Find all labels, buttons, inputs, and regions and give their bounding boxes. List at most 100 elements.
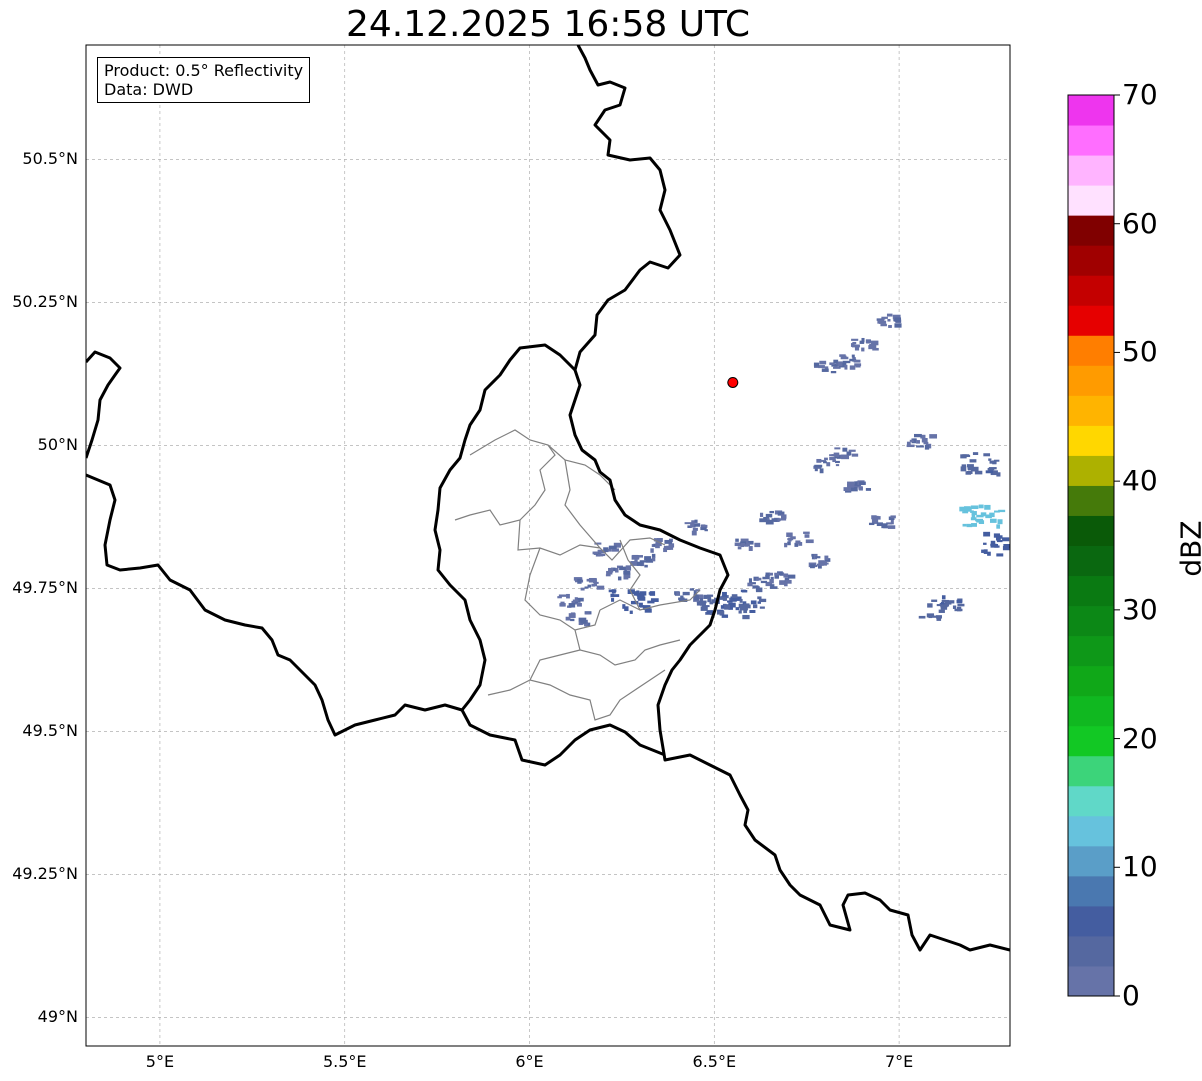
echo-pixel <box>1002 537 1010 542</box>
echo-pixel <box>820 459 827 462</box>
colorbar-segment <box>1068 845 1114 877</box>
echo-pixel <box>653 538 658 542</box>
colorbar-segment <box>1068 275 1114 306</box>
echo-pixel <box>851 338 859 341</box>
echo-pixel <box>611 589 616 594</box>
colorbar-segment <box>1068 815 1114 847</box>
echo-pixel <box>747 582 753 587</box>
echo-pixel <box>694 596 699 601</box>
echo-pixel <box>996 524 1001 529</box>
echo-pixel <box>959 506 965 512</box>
echo-pixel <box>691 520 695 524</box>
echo-pixel <box>970 510 974 513</box>
echo-pixel <box>639 560 647 563</box>
echo-pixel <box>623 575 629 580</box>
echo-pixel <box>765 572 771 577</box>
echo-pixel <box>711 599 717 603</box>
echo-pixel <box>784 577 790 583</box>
echo-cluster <box>959 504 1006 529</box>
echo-pixel <box>849 365 856 370</box>
echo-pixel <box>591 583 596 587</box>
echo-pixel <box>794 542 799 547</box>
echo-pixel <box>967 465 973 471</box>
district-boundary <box>564 459 601 549</box>
echo-pixel <box>777 511 785 516</box>
echo-pixel <box>881 523 888 529</box>
echo-pixel <box>566 593 570 599</box>
echo-pixel <box>695 594 704 600</box>
echo-pixel <box>759 518 768 523</box>
colorbar-tick-label: 70 <box>1122 78 1158 111</box>
echo-pixel <box>651 553 656 558</box>
echo-pixel <box>741 589 748 593</box>
echo-pixel <box>608 545 617 550</box>
echo-pixel <box>690 522 695 528</box>
echo-pixel <box>676 592 680 596</box>
echo-pixel <box>584 586 589 589</box>
echo-pixel <box>843 487 851 492</box>
echo-pixel <box>636 555 643 558</box>
echo-pixel <box>956 606 962 612</box>
echo-pixel <box>947 600 955 604</box>
echo-cluster <box>565 611 592 627</box>
echo-pixel <box>731 594 738 598</box>
echo-pixel <box>577 597 584 602</box>
echo-pixel <box>630 600 639 605</box>
echo-pixel <box>787 538 794 541</box>
echo-pixel <box>970 517 977 521</box>
echo-pixel <box>653 543 657 547</box>
echo-pixel <box>728 602 736 608</box>
echo-pixel <box>743 603 750 606</box>
echo-pixel <box>814 468 818 472</box>
echo-pixel <box>853 484 861 488</box>
graticule <box>86 45 1010 1046</box>
echo-cluster <box>630 553 656 568</box>
colorbar-segment <box>1068 965 1114 997</box>
echo-pixel <box>929 434 938 439</box>
echo-pixel <box>558 594 567 597</box>
colorbar-segment <box>1068 725 1114 757</box>
echo-pixel <box>759 512 764 517</box>
district-boundary <box>599 589 701 611</box>
echo-pixel <box>859 481 866 485</box>
echo-pixel <box>722 597 727 601</box>
echo-pixel <box>784 582 788 587</box>
radar-site-marker <box>727 376 739 388</box>
colorbar-segment <box>1068 455 1114 486</box>
echo-pixel <box>680 595 684 600</box>
echo-pixel <box>892 314 901 320</box>
echo-pixel <box>931 599 938 602</box>
echo-pixel <box>694 519 698 523</box>
echo-pixel <box>757 596 762 600</box>
echo-pixel <box>941 599 949 603</box>
echo-pixel <box>580 587 585 591</box>
echo-pixel <box>765 581 773 587</box>
district-boundary <box>547 444 616 491</box>
echo-pixel <box>634 559 638 562</box>
echo-pixel <box>886 313 893 317</box>
echo-pixel <box>739 598 743 603</box>
echo-pixel <box>760 580 767 584</box>
echo-pixel <box>572 599 579 602</box>
echo-pixel <box>700 606 708 611</box>
echo-pixel <box>656 538 663 542</box>
echo-pixel <box>803 531 810 534</box>
echo-pixel <box>633 591 637 596</box>
country-border <box>86 350 122 459</box>
echo-pixel <box>655 543 660 549</box>
echo-pixel <box>855 363 861 368</box>
echo-pixel <box>824 558 831 562</box>
colorbar-segment <box>1068 425 1114 456</box>
echo-pixel <box>644 556 652 561</box>
echo-pixel <box>704 529 708 532</box>
echo-pixel <box>647 600 655 604</box>
echo-pixel <box>1003 544 1010 548</box>
echo-pixel <box>983 542 987 545</box>
echo-pixel <box>596 585 605 590</box>
lat-tick-label: 49°N <box>37 1007 78 1027</box>
echo-pixel <box>824 366 829 369</box>
echo-pixel <box>989 512 995 518</box>
echo-pixel <box>830 370 837 374</box>
echo-cluster <box>605 565 632 581</box>
echo-pixel <box>632 555 640 560</box>
